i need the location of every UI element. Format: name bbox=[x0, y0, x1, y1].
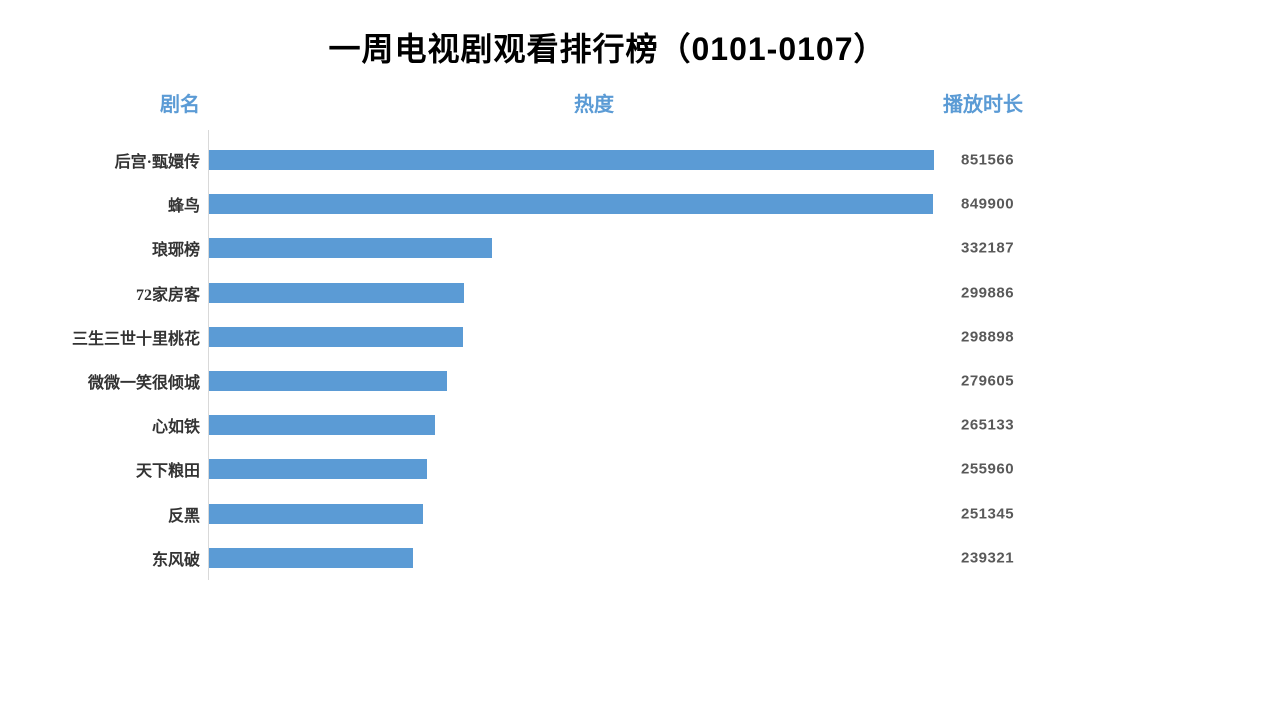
bar bbox=[209, 326, 463, 347]
bar-row: 三生三世十里桃花 298898 bbox=[0, 315, 1280, 359]
bar-row: 微微一笑很倾城 279605 bbox=[0, 359, 1280, 403]
bar-row: 琅琊榜 332187 bbox=[0, 226, 1280, 270]
value-label: 849900 bbox=[961, 195, 1015, 213]
value-label: 851566 bbox=[961, 151, 1015, 169]
bar bbox=[209, 371, 447, 392]
value-label: 298898 bbox=[961, 328, 1015, 346]
bar-rows-container: 后宫·甄嬛传 851566 蜂鸟 849900 琅琊榜 332187 72家房客… bbox=[0, 138, 1280, 580]
bar bbox=[209, 150, 934, 171]
category-label: 蜂鸟 bbox=[167, 198, 200, 216]
category-label: 微微一笑很倾城 bbox=[87, 375, 200, 393]
category-label: 反黑 bbox=[167, 507, 200, 525]
bar-row: 天下粮田 255960 bbox=[0, 447, 1280, 491]
bar-row: 后宫·甄嬛传 851566 bbox=[0, 138, 1280, 182]
bar-row: 72家房客 299886 bbox=[0, 271, 1280, 315]
value-label: 239321 bbox=[961, 549, 1015, 567]
bar bbox=[209, 282, 464, 303]
bar bbox=[209, 415, 435, 436]
bar bbox=[209, 238, 492, 259]
value-label: 265133 bbox=[961, 416, 1015, 434]
bar bbox=[209, 547, 413, 568]
bar-row: 心如铁 265133 bbox=[0, 403, 1280, 447]
column-header-heat: 热度 bbox=[574, 94, 614, 116]
value-label: 251345 bbox=[961, 505, 1015, 523]
bar-row: 反黑 251345 bbox=[0, 492, 1280, 536]
category-label: 天下粮田 bbox=[135, 463, 200, 481]
bar bbox=[209, 459, 427, 480]
value-label: 255960 bbox=[961, 460, 1015, 478]
bar-row: 东风破 239321 bbox=[0, 536, 1280, 580]
category-label: 72家房客 bbox=[135, 286, 200, 304]
category-axis-line bbox=[208, 130, 209, 580]
category-label: 东风破 bbox=[151, 551, 200, 569]
bar-row: 蜂鸟 849900 bbox=[0, 182, 1280, 226]
category-label: 三生三世十里桃花 bbox=[71, 330, 200, 348]
category-label: 心如铁 bbox=[151, 419, 200, 437]
chart-title: 一周电视剧观看排行榜（0101-0107） bbox=[328, 31, 887, 67]
bar bbox=[209, 503, 423, 524]
value-label: 299886 bbox=[961, 284, 1015, 302]
category-label: 后宫·甄嬛传 bbox=[114, 154, 200, 172]
column-header-play-duration: 播放时长 bbox=[943, 94, 1023, 116]
bar bbox=[209, 194, 933, 215]
column-header-drama-name: 剧名 bbox=[160, 94, 200, 116]
category-label: 琅琊榜 bbox=[151, 242, 200, 260]
value-label: 332187 bbox=[961, 239, 1015, 257]
value-label: 279605 bbox=[961, 372, 1015, 390]
